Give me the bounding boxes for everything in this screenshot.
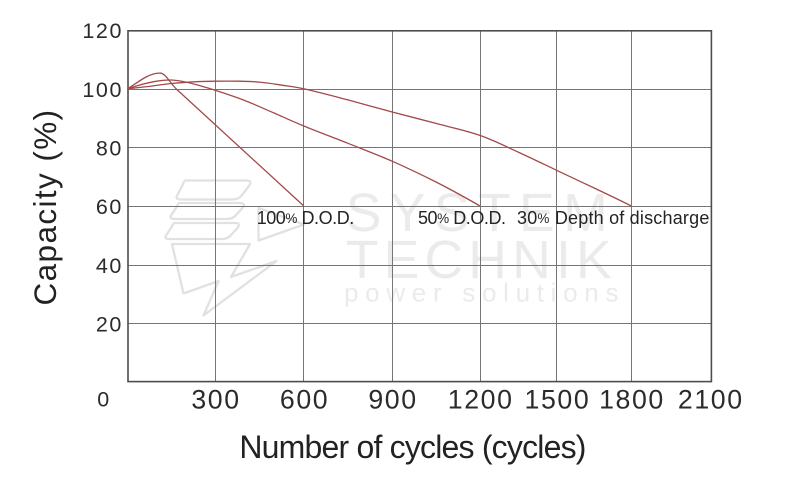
svg-text:30%​ Depth of discharge: 30%​ Depth of discharge xyxy=(517,208,710,228)
svg-text:Number of cycles (cycles): Number of cycles (cycles) xyxy=(239,429,585,465)
svg-text:120: 120 xyxy=(82,19,123,43)
svg-text:40: 40 xyxy=(96,254,123,278)
svg-text:600: 600 xyxy=(280,385,329,415)
svg-text:100%​ D.O.D.: 100%​ D.O.D. xyxy=(257,208,354,228)
svg-text:60: 60 xyxy=(96,195,123,219)
svg-text:1500: 1500 xyxy=(525,385,591,415)
svg-text:TECHNIK: TECHNIK xyxy=(346,231,617,290)
svg-text:20: 20 xyxy=(96,313,123,337)
svg-text:power solutions: power solutions xyxy=(344,278,625,308)
svg-text:SYSTEM: SYSTEM xyxy=(346,184,616,243)
svg-text:0: 0 xyxy=(97,387,111,411)
svg-text:100: 100 xyxy=(82,78,123,102)
svg-text:50%​ D.O.D.: 50%​ D.O.D. xyxy=(418,208,506,228)
svg-text:1200: 1200 xyxy=(448,385,514,415)
svg-text:Capacity (%): Capacity (%) xyxy=(27,108,63,305)
svg-text:300: 300 xyxy=(191,385,240,415)
svg-text:2100: 2100 xyxy=(678,385,744,415)
svg-text:1800: 1800 xyxy=(599,385,665,415)
svg-text:80: 80 xyxy=(96,137,123,161)
svg-text:900: 900 xyxy=(368,385,417,415)
